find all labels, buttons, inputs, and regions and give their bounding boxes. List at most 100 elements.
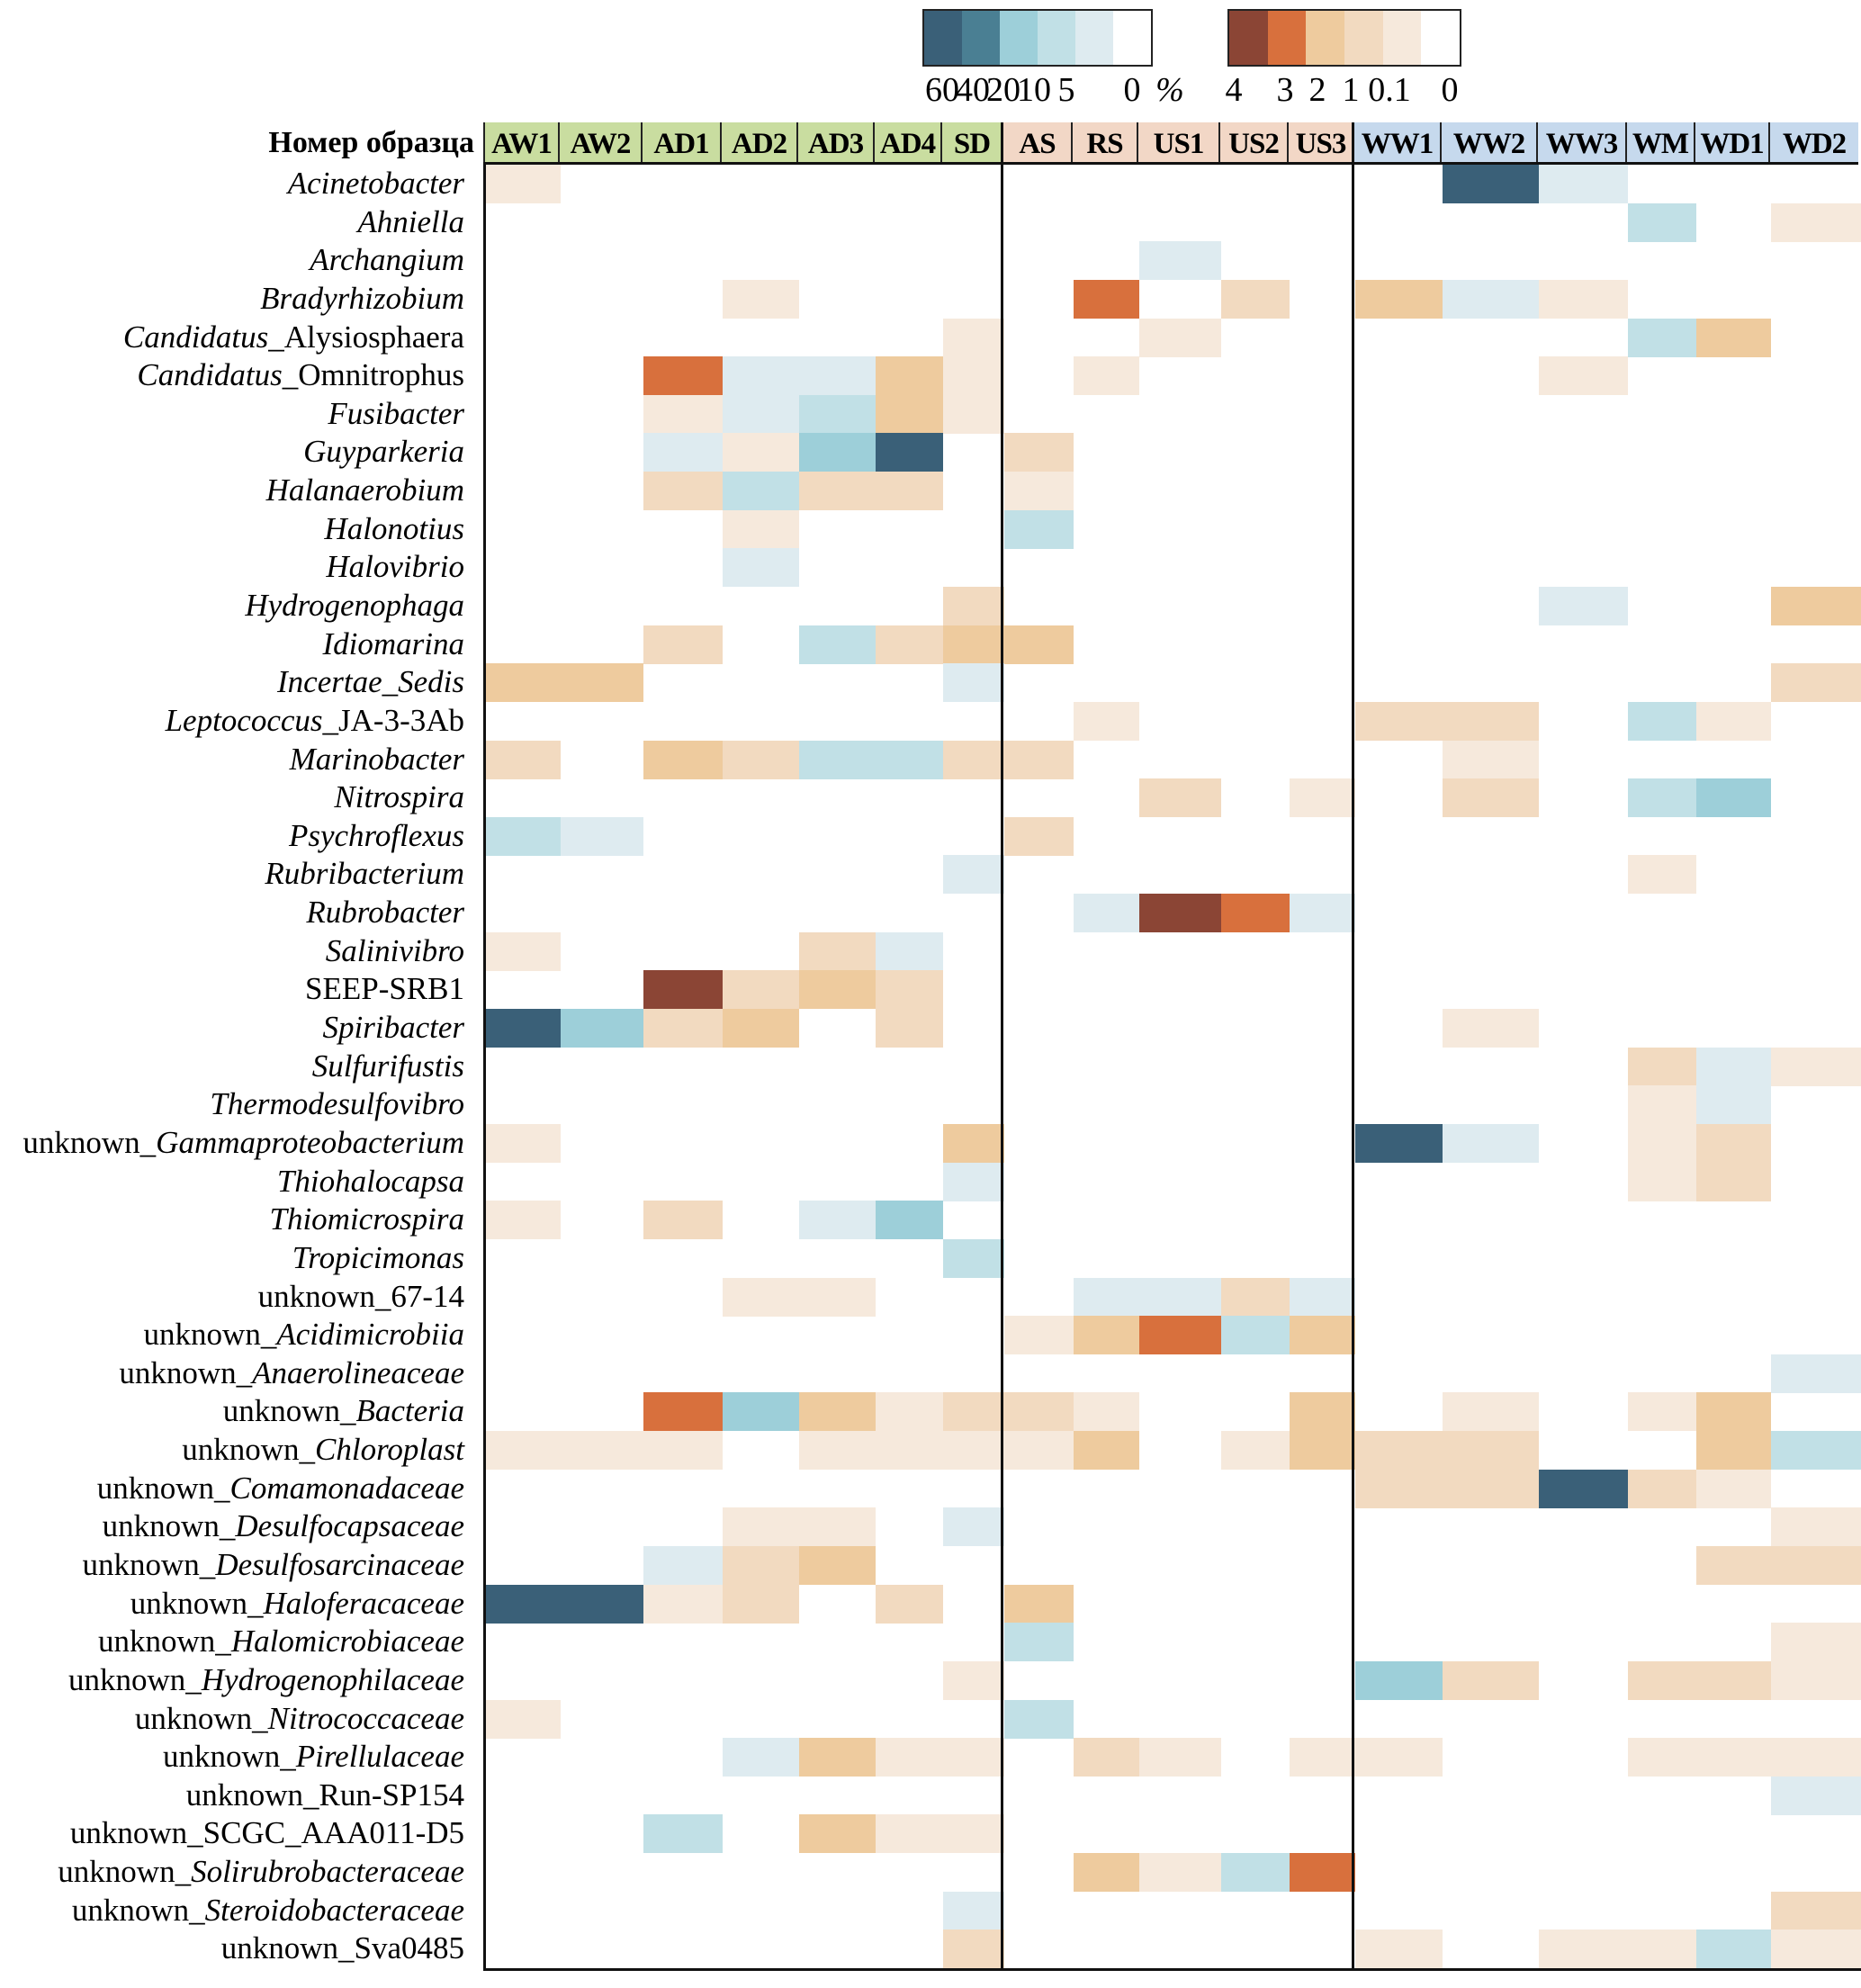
row-label-italic: Bradyrhizobium <box>260 280 464 316</box>
heatmap-cell <box>943 1891 1004 1930</box>
heatmap-cell <box>486 1584 561 1624</box>
legend-swatch <box>1075 11 1113 65</box>
row-label-italic: Steroidobacteraceae <box>204 1892 464 1928</box>
heatmap-cell <box>943 855 1004 895</box>
heatmap-cell <box>643 1392 723 1432</box>
heatmap-cell <box>1074 279 1139 319</box>
heatmap-cell <box>1221 1277 1290 1317</box>
row-label-italic: Nitrococcaceae <box>267 1700 464 1736</box>
heatmap-cell <box>1771 587 1861 626</box>
row-label: Acinetobacter <box>288 165 464 203</box>
row-label: Halonotius <box>324 510 464 549</box>
heatmap-cell <box>561 663 643 703</box>
row-label: unknown_Solirubrobacteraceae <box>58 1853 464 1892</box>
heatmap-cell <box>1771 1660 1861 1700</box>
heatmap-cell <box>643 1584 723 1624</box>
row-label-prefix: unknown_ <box>82 1546 216 1582</box>
heatmap-cell <box>1139 1277 1221 1317</box>
heatmap-cell <box>1696 318 1771 357</box>
heatmap-cell <box>1443 1123 1539 1163</box>
heatmap-cell <box>486 1009 561 1048</box>
heatmap-cell <box>1443 165 1539 203</box>
heatmap-cell <box>723 472 799 511</box>
heatmap-cell <box>1771 1776 1861 1815</box>
heatmap-cell <box>1290 1853 1355 1893</box>
heatmap-cell <box>1290 778 1355 818</box>
heatmap-cell <box>1771 1431 1861 1471</box>
row-label-suffix: _Alysiosphaera <box>268 319 464 355</box>
column-header-as: AS <box>1002 122 1071 162</box>
heatmap-cell <box>1443 1009 1539 1048</box>
heatmap-cell <box>1074 1277 1139 1317</box>
legend-tick-label: 1 <box>1342 71 1360 109</box>
heatmap-cell <box>799 1814 876 1854</box>
heatmap-cell <box>1696 1162 1771 1201</box>
heatmap-cell <box>1074 1853 1139 1893</box>
heatmap-body <box>483 165 1861 1971</box>
heatmap-cell <box>799 1545 876 1585</box>
heatmap-cell <box>723 1738 799 1777</box>
heatmap-cell <box>1443 1431 1539 1471</box>
legend-swatch <box>1421 11 1461 65</box>
row-label-italic: Thiohalocapsa <box>276 1163 464 1199</box>
heatmap-cell <box>561 1009 643 1048</box>
heatmap-cell <box>1004 1431 1074 1471</box>
heatmap-cell <box>643 970 723 1010</box>
heatmap-cell <box>643 394 723 434</box>
row-label-suffix: _JA-3-3Ab <box>322 702 464 738</box>
heatmap-cell <box>1628 1930 1696 1969</box>
heatmap-cell <box>723 433 799 472</box>
legend-orange-ticks: 4 3 2 1 0.1 0 <box>1226 71 1479 109</box>
heatmap-cell <box>799 356 876 396</box>
row-label-italic: Thermodesulfovibro <box>210 1086 464 1122</box>
heatmap-cell <box>943 1660 1004 1700</box>
heatmap-cell <box>876 433 943 472</box>
heatmap-cell <box>1004 740 1074 779</box>
row-label-italic: Candidatus <box>137 357 283 393</box>
legend-orange-scale <box>1227 9 1461 67</box>
heatmap-cell <box>723 279 799 319</box>
heatmap-cell <box>799 625 876 664</box>
heatmap-cell <box>799 472 876 511</box>
heatmap-cell <box>643 1545 723 1585</box>
row-label: SEEP-SRB1 <box>305 970 464 1009</box>
heatmap-cell <box>1539 165 1628 203</box>
heatmap-cell <box>1004 816 1074 856</box>
heatmap-cell <box>1771 1623 1861 1662</box>
heatmap-cell <box>876 1431 943 1471</box>
legend-blue-scale <box>922 9 1153 67</box>
heatmap-cell <box>1696 1431 1771 1471</box>
heatmap-cell <box>1696 1660 1771 1700</box>
heatmap-cell <box>876 1814 943 1854</box>
row-label: unknown_SCGC_AAA011-D5 <box>70 1814 464 1853</box>
heatmap-cell <box>486 663 561 703</box>
heatmap-cell <box>1004 1392 1074 1432</box>
row-label: Sulfurifustis <box>312 1048 464 1086</box>
heatmap-cell <box>1004 433 1074 472</box>
row-label: Thiomicrospira <box>269 1201 464 1239</box>
heatmap-cell <box>943 740 1004 779</box>
heatmap-cell <box>1696 1123 1771 1163</box>
heatmap-cell <box>799 931 876 971</box>
legend-swatch <box>1306 11 1345 65</box>
row-label-prefix: unknown_ <box>119 1354 253 1390</box>
column-header-wm: WM <box>1625 122 1694 162</box>
row-label-italic: Halovibrio <box>326 549 464 585</box>
heatmap-cell <box>876 1392 943 1432</box>
row-label-italic: Solirubrobacteraceae <box>191 1854 464 1890</box>
row-label: Rubribacterium <box>265 855 464 894</box>
heatmap-cell <box>1074 894 1139 933</box>
legend-swatch <box>1038 11 1075 65</box>
heatmap-header: AW1 AW2 AD1 AD2 AD3 AD4 SD AS RS US1 US2 US3 WW1 WW2 W… <box>483 122 1858 165</box>
heatmap-cell <box>1696 1469 1771 1508</box>
heatmap-cell <box>1290 1277 1355 1317</box>
heatmap-cell <box>1290 1392 1355 1432</box>
heatmap-cell <box>1221 894 1290 933</box>
heatmap-cell <box>723 1584 799 1624</box>
heatmap-cell <box>1628 1085 1696 1125</box>
row-label-italic: Psychroflexus <box>288 817 464 853</box>
column-header-row: AW1 AW2 AD1 AD2 AD3 AD4 SD AS RS US1 US2 US3 WW1 WW2 W… <box>483 122 1858 165</box>
legend-tick-label: 20 <box>986 71 1020 109</box>
row-label-italic: Sulfurifustis <box>311 1048 464 1084</box>
heatmap-cell <box>943 1123 1004 1163</box>
